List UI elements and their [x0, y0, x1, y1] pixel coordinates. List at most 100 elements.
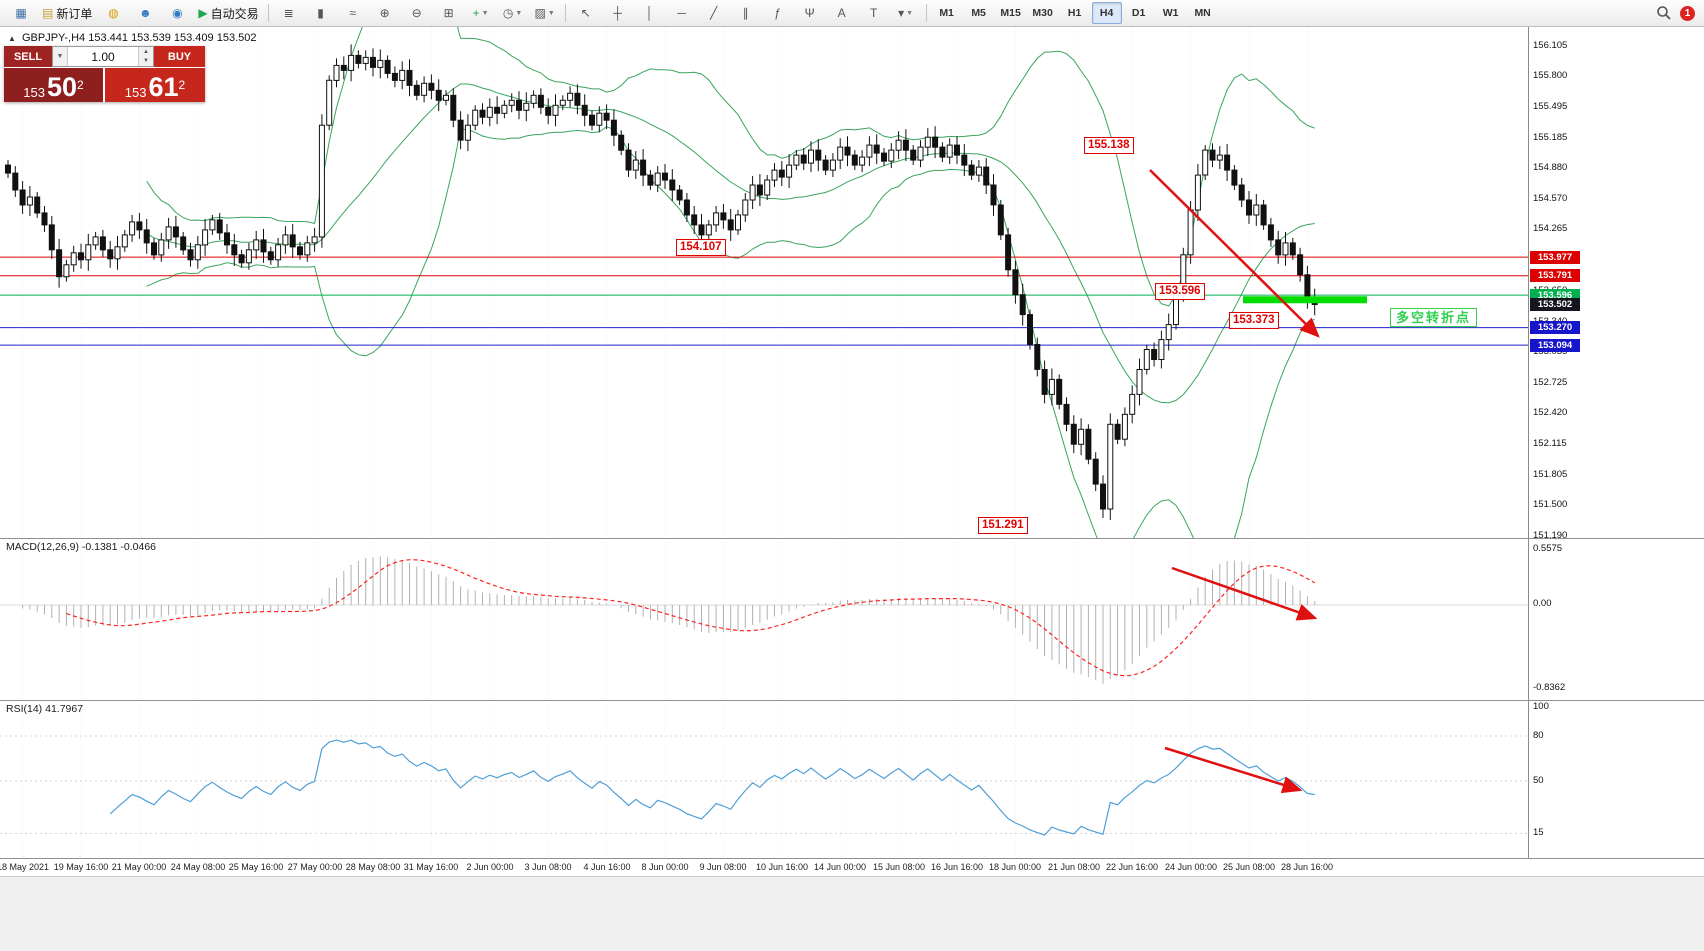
time-label: 25 Jun 08:00	[1222, 862, 1276, 872]
time-label: 21 May 00:00	[111, 862, 167, 872]
volume-dropdown-icon[interactable]: ▼	[53, 47, 68, 66]
equidistant-channel-icon-button[interactable]: ∥	[731, 1, 761, 25]
rsi-chart[interactable]	[0, 700, 1528, 858]
time-label: 24 Jun 00:00	[1164, 862, 1218, 872]
price-tick: 156.105	[1533, 40, 1568, 51]
timeframe-m30[interactable]: M30	[1032, 7, 1053, 19]
notification-badge[interactable]: 1	[1680, 5, 1695, 21]
toolbar-buttons: ▦ ▤ 新订单 ◍ ☻ ◉ ▶ 自动交易 ≣ ▮ ≈ ⊕ ⊖ ⊞ + ▼ ◷ ▼ ▨ ▼ ↖ ┼ │ ─ ╱ ∥ ƒ Ψ A T ▾ ▼ M1 M…	[5, 1, 1219, 25]
timeframe-m5[interactable]: M5	[971, 7, 986, 19]
timeframe-h4[interactable]: H4	[1091, 2, 1122, 24]
price-tag-153270: 153.270	[1530, 321, 1580, 334]
lightbulb-icon: ◍	[108, 6, 119, 20]
crosshair-icon-button[interactable]: ┼	[603, 1, 633, 25]
community-icon: ☻	[139, 6, 152, 20]
price-tick: 154.880	[1533, 162, 1568, 173]
zoom-out-icon-button[interactable]: ⊖	[402, 1, 432, 25]
price-tick: 155.495	[1533, 101, 1568, 112]
text-tool-icon-button[interactable]: T	[859, 1, 889, 25]
time-label: 10 Jun 16:00	[755, 862, 809, 872]
autotrading-icon: ▶	[198, 6, 208, 20]
macd-label: MACD(12,26,9) -0.1381 -0.0466	[6, 541, 157, 553]
time-label: 15 Jun 08:00	[872, 862, 926, 872]
line-chart-icon-button[interactable]: ≈	[338, 1, 368, 25]
buy-button[interactable]: BUY	[154, 46, 205, 67]
time-label: 22 Jun 16:00	[1105, 862, 1159, 872]
market-icon-button[interactable]: ◉	[162, 1, 192, 25]
tile-windows-icon-button[interactable]: ⊞	[434, 1, 464, 25]
indicators-dropdown-icon[interactable]: ▼	[481, 9, 489, 17]
candlestick-chart[interactable]	[0, 27, 1528, 538]
sell-price[interactable]: 153 50 2	[4, 68, 103, 102]
price-axis[interactable]: 156.105 155.800 155.495 155.185 154.880 154.5…	[1528, 27, 1704, 876]
price-label-151291: 151.291	[978, 517, 1028, 534]
arrows-tool-dropdown-icon[interactable]: ▼	[906, 9, 914, 17]
oct-toggle-icon[interactable]: ▲	[8, 34, 16, 43]
timeframe-m15[interactable]: M15	[1000, 7, 1021, 19]
text-label-icon-button[interactable]: A	[827, 1, 857, 25]
sell-button[interactable]: SELL	[4, 46, 52, 67]
time-axis[interactable]: 18 May 2021 19 May 16:00 21 May 00:00 24 Ma…	[0, 859, 1704, 876]
timeframe-d1[interactable]: D1	[1131, 7, 1146, 19]
indicator-axis-label: 0.00	[1533, 598, 1552, 609]
autotrading-button[interactable]: ▶ 自动交易	[194, 1, 262, 25]
toolbar-separator	[564, 4, 566, 22]
zoom-in-icon-button[interactable]: ⊕	[370, 1, 400, 25]
trendline-icon-button[interactable]: ╱	[699, 1, 729, 25]
price-tag-153791: 153.791	[1530, 269, 1580, 282]
bar-chart-icon: ≣	[283, 6, 294, 20]
timeframe-mn[interactable]: MN	[1194, 7, 1211, 19]
macd-panel[interactable]: MACD(12,26,9) -0.1381 -0.0466	[0, 538, 1528, 700]
new-order-icon: ▤	[42, 6, 54, 20]
indicators-icon-button[interactable]: + ▼	[466, 1, 496, 25]
vertical-line-icon-button[interactable]: │	[635, 1, 665, 25]
buy-price[interactable]: 153 61 2	[105, 68, 205, 102]
fibonacci-icon-button[interactable]: ƒ	[763, 1, 793, 25]
candlestick-chart-icon: ▮	[317, 6, 324, 20]
timeframe-w1[interactable]: W1	[1162, 7, 1179, 19]
time-label: 24 May 08:00	[170, 862, 226, 872]
symbol-info: ▲ GBPJPY-,H4 153.441 153.539 153.409 153…	[8, 32, 256, 44]
cursor-icon-button[interactable]: ↖	[571, 1, 601, 25]
templates-icon-button[interactable]: ▨ ▼	[530, 1, 560, 25]
price-tick: 152.420	[1533, 407, 1568, 418]
panel-separator[interactable]	[0, 538, 1704, 539]
ohlc-low: 153.409	[173, 32, 214, 44]
periods-dropdown-icon[interactable]: ▼	[515, 9, 523, 17]
buy-price-pips: 61	[148, 72, 179, 102]
time-label: 14 Jun 00:00	[813, 862, 867, 872]
horizontal-line-icon-button[interactable]: ─	[667, 1, 697, 25]
panel-separator	[0, 858, 1704, 859]
timeframe-h1[interactable]: H1	[1067, 7, 1082, 19]
time-label: 8 Jun 00:00	[641, 862, 689, 872]
price-label-154107: 154.107	[676, 239, 726, 256]
candlestick-chart-icon-button[interactable]: ▮	[306, 1, 336, 25]
arrows-tool-icon: ▾	[898, 6, 905, 20]
templates-dropdown-icon[interactable]: ▼	[547, 9, 555, 17]
toolbar: ▦ ▤ 新订单 ◍ ☻ ◉ ▶ 自动交易 ≣ ▮ ≈ ⊕ ⊖ ⊞ + ▼ ◷ ▼ ▨ ▼ ↖ ┼ │ ─ ╱ ∥ ƒ Ψ A T ▾ ▼ M1 M…	[0, 0, 1704, 27]
main-chart-panel[interactable]: ▲ GBPJPY-,H4 153.441 153.539 153.409 153…	[0, 27, 1528, 538]
buy-price-frac: 2	[178, 78, 186, 92]
new-chart-icon-button[interactable]: ▦	[6, 1, 36, 25]
rsi-label: RSI(14) 41.7967	[6, 703, 84, 715]
andrews-pitchfork-icon-button[interactable]: Ψ	[795, 1, 825, 25]
panel-separator[interactable]	[0, 700, 1704, 701]
indicator-axis-label: 50	[1533, 775, 1544, 786]
toolbar-separator	[267, 4, 269, 22]
search-icon[interactable]	[1656, 5, 1672, 21]
volume-down-icon[interactable]: ▼	[139, 56, 153, 66]
community-icon-button[interactable]: ☻	[130, 1, 160, 25]
ohlc-open: 153.441	[88, 32, 128, 44]
lightbulb-icon-button[interactable]: ◍	[98, 1, 128, 25]
arrows-tool-icon-button[interactable]: ▾ ▼	[891, 1, 921, 25]
macd-chart[interactable]	[0, 538, 1528, 700]
periods-icon-button[interactable]: ◷ ▼	[498, 1, 528, 25]
volume-input[interactable]	[68, 47, 138, 66]
new-order-button[interactable]: ▤ 新订单	[38, 1, 96, 25]
rsi-panel[interactable]: RSI(14) 41.7967	[0, 700, 1528, 858]
ohlc-high: 153.539	[131, 32, 171, 44]
volume-up-icon[interactable]: ▲	[139, 47, 153, 57]
timeframe-m1[interactable]: M1	[939, 7, 954, 19]
bar-chart-icon-button[interactable]: ≣	[274, 1, 304, 25]
